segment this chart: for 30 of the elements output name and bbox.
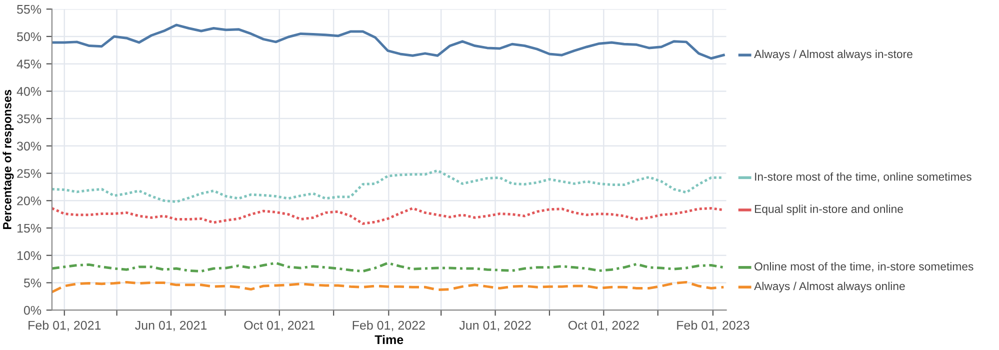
- legend-label: In-store most of the time, online sometimes: [755, 172, 972, 182]
- y-tick-label: 20%: [17, 196, 42, 206]
- line-series: [52, 262, 725, 272]
- x-tick-label: Feb 01, 2022: [352, 320, 425, 332]
- legend-label: Always / Almost always online: [754, 282, 905, 292]
- x-tick-label: Oct 01, 2022: [568, 320, 639, 332]
- x-axis-title: Time: [374, 334, 404, 344]
- line-series: [52, 280, 725, 294]
- y-tick-label: 5%: [24, 278, 42, 288]
- y-tick-label: 35%: [16, 114, 42, 124]
- legend-label: Online most of the time, in-store sometimes: [754, 262, 974, 272]
- line-series: [52, 24, 725, 60]
- x-tick-label: Jun 01, 2022: [459, 320, 531, 332]
- legend-label: Equal split in-store and online: [754, 204, 903, 216]
- y-tick-label: 50%: [17, 32, 42, 42]
- x-tick-label: Feb 01, 2023: [677, 320, 750, 332]
- y-tick-label: 40%: [16, 86, 42, 96]
- y-tick-label: 55%: [17, 4, 42, 14]
- y-tick-label: 25%: [17, 169, 42, 178]
- x-tick-label: Feb 01, 2021: [28, 320, 101, 332]
- y-tick-label: 0%: [24, 306, 42, 315]
- line-series: [52, 207, 725, 225]
- y-axis-title: Percentage of responses: [2, 90, 14, 230]
- y-tick-label: 45%: [16, 60, 42, 68]
- y-tick-label: 15%: [17, 224, 42, 233]
- y-tick-label: 30%: [16, 142, 42, 151]
- x-tick-label: Jun 01, 2021: [135, 320, 207, 332]
- legend-label: Always / Almost always in-store: [754, 50, 912, 60]
- x-tick-label: Oct 01, 2021: [244, 320, 315, 332]
- y-tick-label: 10%: [17, 251, 42, 260]
